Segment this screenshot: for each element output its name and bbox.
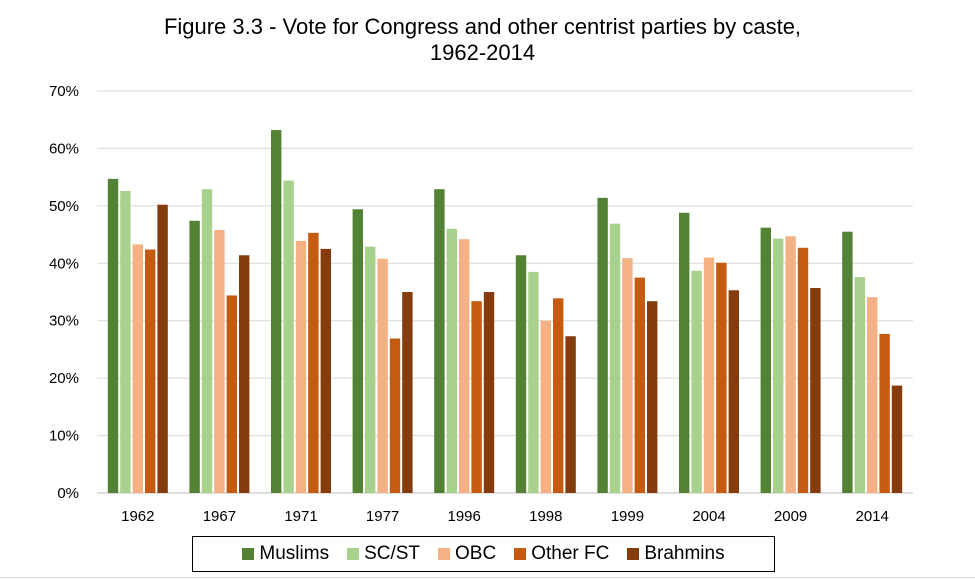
bar bbox=[728, 290, 739, 493]
bar bbox=[308, 232, 319, 493]
legend-swatch bbox=[438, 548, 451, 560]
bar bbox=[157, 204, 168, 494]
bar bbox=[271, 130, 282, 493]
bar bbox=[459, 239, 470, 493]
bar bbox=[609, 223, 621, 493]
bars bbox=[107, 130, 903, 494]
bar bbox=[320, 248, 331, 493]
bar bbox=[854, 277, 865, 493]
y-tick-label: 70% bbox=[49, 83, 79, 100]
bar bbox=[528, 271, 539, 493]
x-tick-label: 1971 bbox=[284, 508, 317, 525]
legend-item: OBC bbox=[438, 543, 496, 565]
bar bbox=[389, 338, 401, 493]
bar bbox=[622, 258, 633, 493]
legend-label: OBC bbox=[455, 543, 497, 564]
bar bbox=[201, 189, 213, 493]
bar bbox=[515, 255, 527, 493]
y-tick-label: 20% bbox=[49, 370, 79, 387]
legend-swatch bbox=[347, 548, 360, 560]
bar bbox=[634, 277, 645, 493]
y-tick-label: 40% bbox=[49, 255, 79, 272]
bar bbox=[471, 301, 482, 493]
bar bbox=[679, 212, 690, 493]
bar bbox=[377, 258, 388, 493]
legend-item: Brahmins bbox=[627, 543, 725, 565]
legend-item: Other FC bbox=[514, 543, 609, 565]
bar bbox=[295, 240, 307, 493]
bar bbox=[891, 385, 903, 493]
bar bbox=[132, 244, 143, 493]
x-tick-label: 1967 bbox=[203, 508, 236, 525]
x-axis-ticks: 1962 1967 1971 1977 1996 1998 1999 2004 2009 2014 bbox=[121, 508, 889, 525]
x-tick-label: 2014 bbox=[856, 508, 889, 525]
y-tick-label: 60% bbox=[49, 140, 79, 157]
bar bbox=[365, 246, 376, 493]
bar bbox=[120, 190, 131, 493]
bar bbox=[597, 197, 608, 493]
bar bbox=[107, 178, 119, 493]
chart-title-line-2: 1962-2014 bbox=[429, 40, 536, 65]
x-tick-label: 2009 bbox=[774, 508, 807, 525]
legend-label: Other FC bbox=[531, 543, 610, 564]
bar bbox=[189, 220, 200, 493]
bar bbox=[797, 247, 809, 493]
bar bbox=[434, 189, 445, 493]
legend-swatch bbox=[514, 548, 527, 560]
bar bbox=[716, 262, 727, 493]
legend-label: Brahmins bbox=[644, 543, 725, 564]
bar bbox=[879, 333, 890, 493]
bar bbox=[785, 236, 796, 493]
legend-item: Muslims bbox=[242, 543, 329, 565]
bar bbox=[703, 257, 715, 493]
x-tick-label: 1998 bbox=[529, 508, 562, 525]
bar bbox=[565, 336, 576, 493]
bar bbox=[283, 180, 294, 494]
bar bbox=[402, 292, 413, 493]
bar bbox=[145, 249, 156, 493]
x-tick-label: 2004 bbox=[692, 508, 725, 525]
legend-swatch bbox=[242, 548, 255, 560]
bar bbox=[691, 270, 702, 493]
chart-title-line-1: Figure 3.3 - Vote for Congress and other… bbox=[163, 14, 802, 39]
x-tick-label: 1996 bbox=[448, 508, 481, 525]
bar bbox=[842, 231, 853, 493]
bar bbox=[483, 292, 495, 493]
legend-swatch bbox=[627, 548, 640, 560]
y-tick-label: 0% bbox=[57, 485, 79, 502]
y-axis-ticks: 0% 10% 20% 30% 40% 50% 60% 70% bbox=[49, 83, 79, 502]
y-tick-label: 30% bbox=[49, 313, 79, 330]
bar bbox=[647, 301, 658, 493]
y-tick-label: 50% bbox=[49, 198, 79, 215]
legend: Muslims SC/ST OBC Other FC Brahmins bbox=[192, 536, 775, 572]
bottom-divider bbox=[0, 577, 975, 578]
bar bbox=[214, 229, 225, 493]
legend-item: SC/ST bbox=[347, 543, 420, 565]
bar bbox=[352, 209, 363, 493]
bar bbox=[239, 255, 250, 493]
legend-label: SC/ST bbox=[364, 543, 421, 564]
x-tick-label: 1999 bbox=[611, 508, 644, 525]
bar bbox=[553, 298, 564, 493]
legend-label: Muslims bbox=[259, 543, 330, 564]
bar bbox=[773, 238, 784, 493]
bar bbox=[867, 297, 878, 493]
x-tick-label: 1977 bbox=[366, 508, 399, 525]
y-tick-label: 10% bbox=[49, 428, 79, 445]
x-tick-label: 1962 bbox=[121, 508, 154, 525]
bar bbox=[446, 228, 457, 494]
bar bbox=[810, 287, 821, 493]
bar bbox=[226, 295, 237, 493]
chart-title: Figure 3.3 - Vote for Congress and other… bbox=[0, 14, 965, 66]
bar bbox=[540, 320, 551, 493]
bar bbox=[760, 227, 771, 493]
